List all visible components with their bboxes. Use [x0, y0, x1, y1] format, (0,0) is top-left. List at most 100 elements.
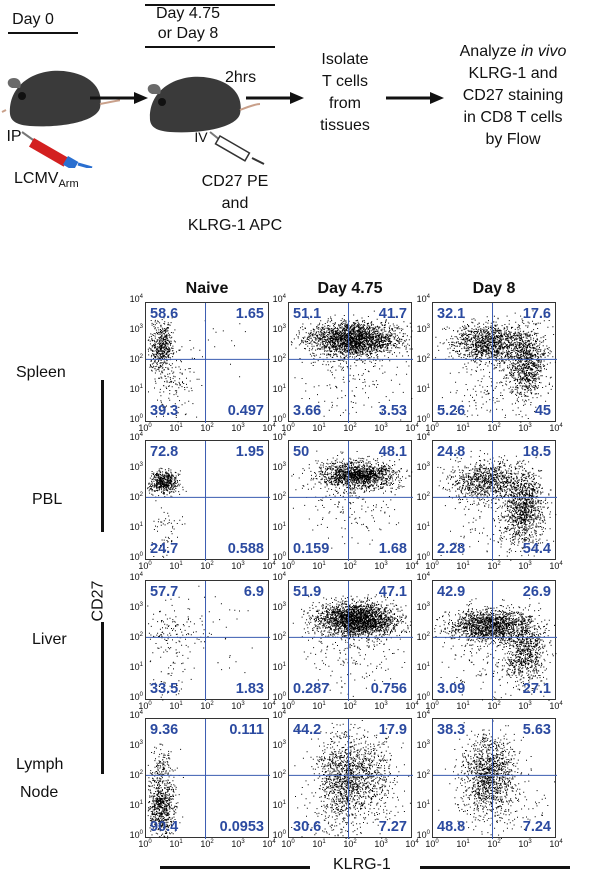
quadrant-percent: 48.8: [437, 819, 466, 835]
tick-base: 10: [129, 770, 140, 780]
x-tick-label: 101: [451, 701, 475, 711]
tick-exponent: 1: [139, 384, 143, 390]
tick-exponent: 3: [241, 701, 245, 707]
tick-base: 10: [549, 839, 560, 849]
tick-exponent: 1: [426, 662, 430, 668]
mouse-icon: [147, 76, 260, 133]
tick-exponent: 3: [139, 462, 143, 468]
y-tick-label: 104: [408, 572, 430, 582]
quadrant-percent: 24.8: [437, 444, 466, 460]
y-tick-label: 102: [264, 492, 286, 502]
tick-base: 10: [518, 701, 529, 711]
tick-base: 10: [272, 354, 283, 364]
y-tick-label: 100: [121, 552, 143, 562]
tick-base: 10: [456, 561, 467, 571]
tick-base: 10: [129, 384, 140, 394]
analyze-line5: by Flow: [485, 131, 541, 148]
x-tick-label: 100: [133, 839, 157, 849]
y-tick-label: 103: [264, 602, 286, 612]
quadrant-percent: 0.497: [227, 403, 264, 419]
x-tick-label: 101: [307, 423, 331, 433]
tick-exponent: 4: [282, 294, 286, 300]
analyze-line3: CD27 staining: [462, 87, 564, 104]
y-tick-label: 102: [264, 354, 286, 364]
tick-exponent: 3: [139, 602, 143, 608]
quadrant-percent: 42.9: [437, 584, 466, 600]
tick-base: 10: [129, 830, 140, 840]
y-tick-label: 102: [121, 770, 143, 780]
tick-base: 10: [518, 423, 529, 433]
tick-base: 10: [200, 839, 211, 849]
tick-exponent: 0: [139, 830, 143, 836]
tick-exponent: 0: [139, 552, 143, 558]
tick-base: 10: [129, 492, 140, 502]
quadrant-percent: 0.0953: [219, 819, 264, 835]
tick-base: 10: [272, 552, 283, 562]
tick-base: 10: [272, 384, 283, 394]
y-tick-label: 103: [408, 324, 430, 334]
tick-exponent: 4: [282, 572, 286, 578]
row-label: Node: [20, 784, 59, 801]
tick-exponent: 4: [415, 701, 419, 707]
x-tick-label: 103: [513, 701, 537, 711]
tick-exponent: 2: [282, 770, 286, 776]
tick-exponent: 3: [384, 701, 388, 707]
x-tick-label: 103: [226, 561, 250, 571]
quadrant-percent: 2.28: [437, 541, 466, 557]
tick-base: 10: [281, 839, 292, 849]
tick-base: 10: [518, 839, 529, 849]
tick-base: 10: [129, 294, 140, 304]
tick-exponent: 0: [148, 701, 152, 707]
tick-base: 10: [129, 740, 140, 750]
tick-base: 10: [416, 662, 427, 672]
tick-exponent: 0: [282, 552, 286, 558]
tick-base: 10: [231, 839, 242, 849]
tick-base: 10: [425, 839, 436, 849]
flow-plot-panel: 42.9 26.9 3.09 27.1: [432, 580, 557, 701]
quadrant-percent: 72.8: [150, 444, 179, 460]
tick-exponent: 2: [282, 492, 286, 498]
tick-base: 10: [374, 423, 385, 433]
quadrant-percent: 47.1: [378, 584, 407, 600]
tick-exponent: 1: [322, 561, 326, 567]
quadrant-percent: 41.7: [378, 306, 407, 322]
time-label: 2hrs: [225, 69, 257, 86]
tick-base: 10: [312, 839, 323, 849]
tick-base: 10: [272, 432, 283, 442]
tick-exponent: 2: [282, 354, 286, 360]
tick-exponent: 4: [559, 701, 563, 707]
x-tick-label: 102: [482, 423, 506, 433]
x-tick-label: 100: [420, 423, 444, 433]
tick-exponent: 0: [435, 701, 439, 707]
antibody-line3: KLRG-1 APC: [187, 217, 283, 234]
x-tick-label: 103: [226, 701, 250, 711]
y-tick-label: 100: [264, 692, 286, 702]
tick-base: 10: [272, 522, 283, 532]
quadrant-percent: 54.4: [522, 541, 551, 557]
tick-exponent: 1: [282, 384, 286, 390]
x-tick-label: 103: [513, 839, 537, 849]
tick-exponent: 4: [415, 423, 419, 429]
tick-exponent: 4: [415, 839, 419, 845]
x-tick-label: 103: [226, 839, 250, 849]
tick-base: 10: [416, 384, 427, 394]
tick-exponent: 4: [272, 839, 276, 845]
x-tick-label: 102: [338, 423, 362, 433]
tick-exponent: 4: [282, 710, 286, 716]
tick-base: 10: [129, 572, 140, 582]
y-tick-label: 102: [121, 632, 143, 642]
quadrant-percent: 3.09: [437, 681, 466, 697]
quadrant-percent: 90.4: [150, 819, 179, 835]
x-tick-label: 100: [420, 701, 444, 711]
tick-base: 10: [262, 561, 273, 571]
tick-exponent: 2: [353, 701, 357, 707]
scatter-dots: [433, 441, 557, 561]
tick-base: 10: [416, 740, 427, 750]
antibody-line1: CD27 PE: [201, 173, 269, 190]
tick-base: 10: [416, 770, 427, 780]
tick-base: 10: [416, 602, 427, 612]
tick-base: 10: [374, 561, 385, 571]
quadrant-percent: 1.65: [235, 306, 264, 322]
tick-base: 10: [416, 354, 427, 364]
x-tick-label: 101: [451, 839, 475, 849]
